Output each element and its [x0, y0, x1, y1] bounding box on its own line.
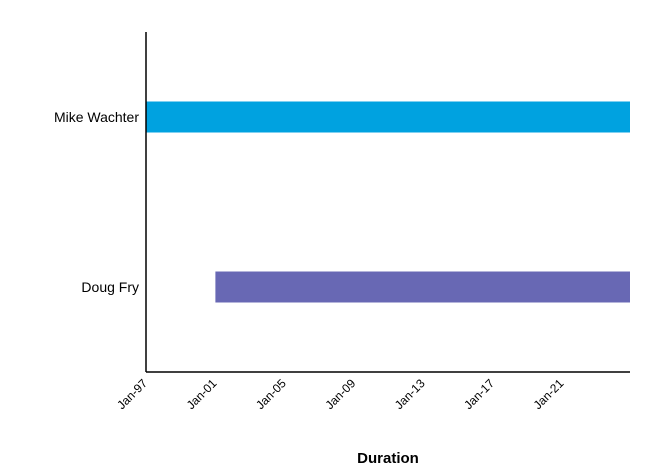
x-tick-label: Jan-05: [253, 376, 289, 412]
x-tick-label: Jan-13: [392, 376, 428, 412]
bars-layer: [146, 101, 630, 303]
category-labels: Mike Wachter Doug Fry: [54, 109, 139, 295]
bar-mike-wachter: [146, 101, 630, 133]
x-tick-label: Jan-17: [461, 376, 497, 412]
x-tick-label: Jan-97: [114, 376, 150, 412]
category-label: Doug Fry: [81, 279, 139, 295]
x-tick-label: Jan-21: [531, 376, 567, 412]
x-tick-label: Jan-09: [322, 376, 358, 412]
category-label: Mike Wachter: [54, 109, 139, 125]
x-tick-label: Jan-01: [184, 376, 220, 412]
bar-doug-fry: [215, 271, 630, 303]
x-axis-ticks: Jan-97 Jan-01 Jan-05 Jan-09 Jan-13 Jan-17 Jan-…: [114, 376, 566, 412]
x-axis-title: Duration: [357, 450, 419, 466]
